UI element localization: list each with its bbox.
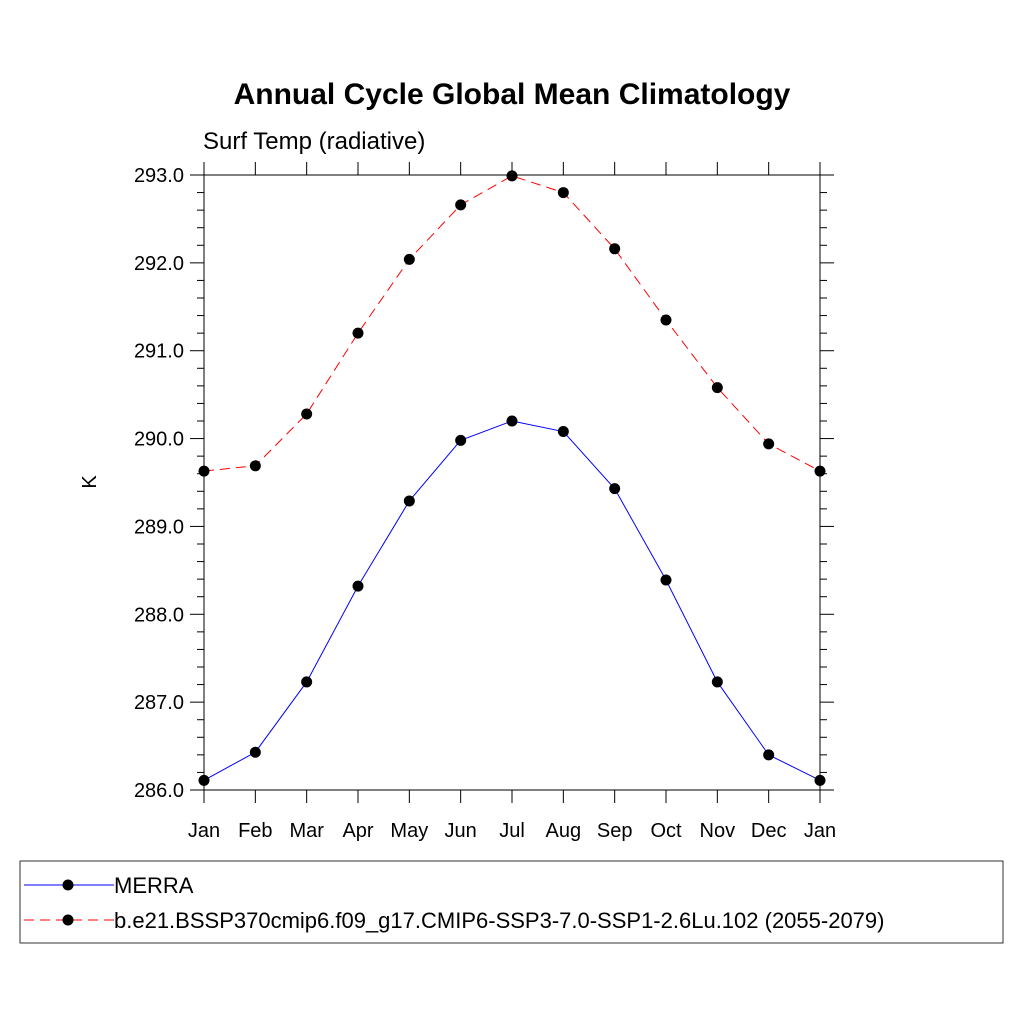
legend-marker-1 [62,879,74,891]
legend-label-1: MERRA [114,873,194,898]
plot-area: 286.0 287.0 288.0 289.0 290.0 291.0 292.0 293.0… [134,162,836,842]
series-1-point [609,483,621,495]
legend: MERRA b.e21.BSSP370cmip6.f09_g17.CMIP6-SS… [19,860,1004,944]
series-2-point [660,314,672,326]
y-tick-label: 288.0 [134,604,184,626]
x-tick-label: Jan [804,820,836,842]
y-tick-label: 290.0 [134,429,184,451]
series-1-point [557,426,569,438]
x-tick-label: Dec [751,820,787,842]
series-1-point [455,434,467,446]
x-tick-label: Jul [499,820,525,842]
y-tick-label: 293.0 [134,165,184,187]
series-1-point [814,774,826,786]
series-1-point [763,749,775,761]
series-line-1 [203,420,821,781]
legend-box [19,860,1004,944]
y-tick-label: 287.0 [134,692,184,714]
series-1-point [660,574,672,586]
x-tick-label: Sep [597,820,633,842]
series-2-point [455,199,467,211]
x-tick-label: May [390,820,428,842]
series-1-point [711,676,723,688]
chart-title: Annual Cycle Global Mean Climatology [234,78,791,111]
series-2-point [249,460,261,472]
series-1-point [506,415,518,427]
y-tick-label: 286.0 [134,780,184,802]
x-tick-label: Jan [188,820,220,842]
x-tick-label: Jun [445,820,477,842]
x-tick-label: Mar [289,820,324,842]
series-1-point [352,580,364,592]
series-2-point [506,170,518,182]
x-tick-label: Aug [546,820,582,842]
series-1-point [301,676,313,688]
legend-label-2: b.e21.BSSP370cmip6.f09_g17.CMIP6-SSP3-7.… [114,908,884,933]
series-2-point [711,382,723,394]
y-tick-label: 291.0 [134,341,184,363]
series-1-point [403,495,415,507]
x-tick-label: Nov [700,820,736,842]
y-tick-label: 292.0 [134,253,184,275]
series-2-point [198,465,210,477]
series-2-point [609,243,621,255]
legend-marker-2 [62,914,74,926]
series-2-point [763,438,775,450]
series-2-point [301,408,313,420]
series-2-point [403,253,415,265]
series-2-point [814,465,826,477]
series-line-2 [203,175,821,472]
chart-subtitle: Surf Temp (radiative) [203,128,425,155]
y-tick-label: 289.0 [134,516,184,538]
series-1-point [249,746,261,758]
series-2-point [557,187,569,199]
series-2-point [352,327,364,339]
series-1-point [198,774,210,786]
plot-frame [203,174,821,791]
x-tick-label: Oct [650,820,682,842]
y-axis-label: K [79,475,101,489]
x-tick-label: Apr [342,820,373,842]
x-tick-label: Feb [238,820,272,842]
